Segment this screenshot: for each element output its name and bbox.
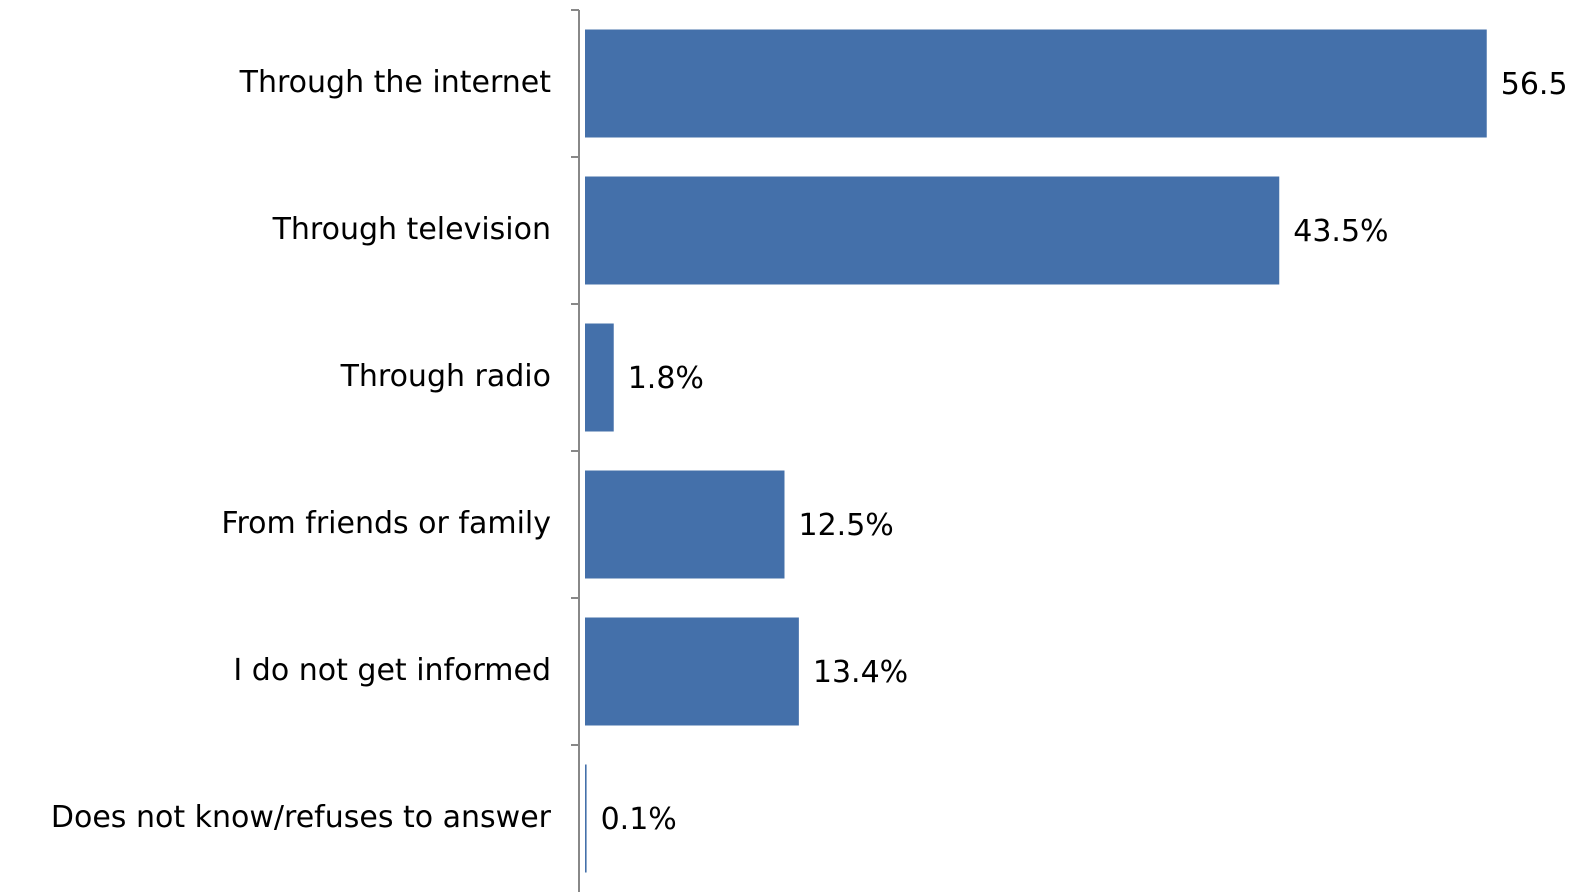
bar	[585, 470, 785, 579]
value-label: 1.8%	[628, 361, 704, 396]
value-label: 56.5%	[1501, 67, 1569, 102]
y-tick-label: Through television	[272, 212, 551, 247]
value-label: 12.5%	[799, 508, 894, 543]
bar	[585, 176, 1280, 285]
y-tick-label: Does not know/refuses to answer	[51, 800, 552, 835]
y-tick-label: Through radio	[340, 359, 551, 394]
value-label: 0.1%	[601, 802, 677, 837]
bar	[585, 764, 587, 873]
bar	[585, 617, 799, 726]
value-label: 43.5%	[1293, 214, 1388, 249]
y-tick-label: From friends or family	[221, 506, 551, 541]
y-tick-label: Through the internet	[239, 65, 552, 100]
bar	[585, 29, 1487, 138]
bar	[585, 323, 614, 432]
value-label: 13.4%	[813, 655, 908, 690]
y-tick-label: I do not get informed	[233, 653, 551, 688]
